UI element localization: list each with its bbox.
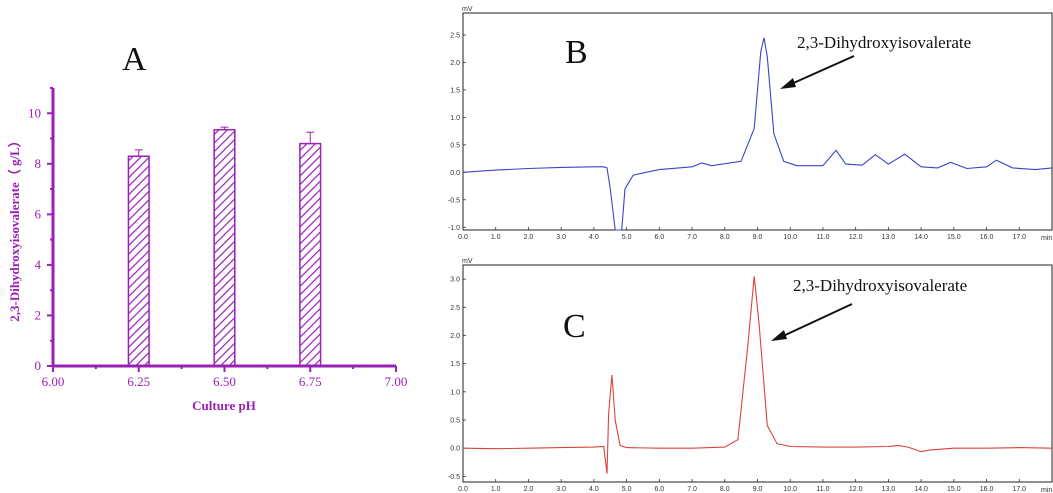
- panel-b: mV min -1.0 -0.5 0.0 0.5 1.0 1.5 2.0 2.5 0.0 1.0…: [448, 6, 1053, 242]
- y-tick-label: 1.0: [450, 115, 460, 122]
- a-x-tick-label: 7.00: [385, 374, 408, 389]
- x-tick-label: 9.0: [753, 486, 763, 493]
- x-tick-label: 15.0: [947, 234, 961, 241]
- a-y-tick-label: 8: [35, 156, 42, 171]
- y-tick-label: 1.0: [450, 389, 460, 396]
- y-tick-label: 2.5: [450, 305, 460, 312]
- y-tick-label: 0.5: [450, 142, 460, 149]
- x-tick-label: 7.0: [687, 234, 697, 241]
- y-tick-label: 3.0: [450, 277, 460, 284]
- x-tick-label: 8.0: [720, 486, 730, 493]
- y-tick-label: 0.0: [450, 170, 460, 177]
- x-tick-label: 11.0: [816, 486, 829, 493]
- x-tick-label: 9.0: [753, 234, 763, 241]
- x-tick-label: 13.0: [882, 234, 896, 241]
- y-tick-label: 1.5: [450, 361, 460, 368]
- a-y-tick-label: 0: [35, 358, 42, 373]
- x-tick-label: 2.0: [524, 486, 534, 493]
- panel-a-x-axis-title: Culture pH: [192, 398, 256, 413]
- x-tick-label: 6.0: [654, 234, 664, 241]
- a-y-tick-label: 10: [28, 105, 41, 120]
- panel-c-label: C: [563, 308, 586, 345]
- bar-ph-6.50: [213, 128, 236, 367]
- panel-b-trace: [462, 37, 1053, 231]
- panel-c-x-ticks: 0.0 1.0 2.0 3.0 4.0 5.0 6.0 7.0 8.0 9.0 10.0 11.0 12…: [458, 479, 1026, 493]
- y-tick-label: 1.5: [450, 87, 460, 94]
- panel-a: A 0 2 4 6 8 10 6.00 6.25 6.50 6.75 7.00 Culture p…: [7, 41, 407, 413]
- panel-a-y-axis-title: 2,3-Dihydroxyisovalerate（ g/L）: [7, 134, 22, 322]
- x-tick-label: 8.0: [720, 234, 730, 241]
- panel-a-y-ticks: 0 2 4 6 8 10: [28, 87, 53, 373]
- a-x-tick-label: 6.50: [213, 374, 236, 389]
- x-tick-label: 16.0: [980, 486, 994, 493]
- x-tick-label: 16.0: [980, 234, 994, 241]
- panel-c-y-unit: mV: [462, 258, 473, 265]
- x-tick-label: 7.0: [687, 486, 697, 493]
- y-tick-label: 0.5: [450, 418, 460, 425]
- x-tick-label: 4.0: [589, 486, 599, 493]
- x-tick-label: 0.0: [458, 234, 468, 241]
- y-tick-label: 0.0: [450, 446, 460, 453]
- bar-ph-6.75: [299, 142, 322, 367]
- a-y-tick-label: 6: [35, 206, 42, 221]
- a-x-tick-label: 6.75: [299, 374, 322, 389]
- x-tick-label: 13.0: [882, 486, 896, 493]
- panel-c-frame: [462, 264, 1053, 483]
- y-tick-label: -1.0: [448, 225, 460, 232]
- panel-a-x-ticks: 6.00 6.25 6.50 6.75 7.00: [42, 366, 408, 389]
- a-x-tick-label: 6.00: [42, 374, 65, 389]
- panel-b-label: B: [565, 34, 588, 71]
- x-tick-label: 14.0: [914, 486, 928, 493]
- y-tick-label: 2.0: [450, 333, 460, 340]
- panel-b-x-ticks: 0.0 1.0 2.0 3.0 4.0 5.0 6.0 7.0 8.0 9.0 10.0 11.0 12…: [458, 227, 1026, 241]
- x-tick-label: 5.0: [622, 486, 632, 493]
- x-tick-label: 0.0: [458, 486, 468, 493]
- panel-b-arrow: [780, 55, 855, 89]
- y-tick-label: 2.0: [450, 60, 460, 67]
- panel-b-x-unit: min: [1041, 235, 1052, 242]
- panel-c-x-unit: min: [1041, 487, 1052, 493]
- x-tick-label: 3.0: [556, 486, 566, 493]
- panel-c-annotation: 2,3-Dihydroxyisovalerate: [793, 276, 967, 295]
- x-tick-label: 17.0: [1012, 486, 1026, 493]
- x-tick-label: 12.0: [849, 234, 863, 241]
- x-tick-label: 2.0: [524, 234, 534, 241]
- x-tick-label: 5.0: [622, 234, 632, 241]
- x-tick-label: 12.0: [849, 486, 863, 493]
- y-tick-label: -0.5: [448, 197, 460, 204]
- x-tick-label: 3.0: [556, 234, 566, 241]
- x-tick-label: 4.0: [589, 234, 599, 241]
- x-tick-label: 1.0: [491, 234, 501, 241]
- bar-ph-6.25: [127, 155, 150, 367]
- a-y-tick-label: 4: [35, 257, 42, 272]
- x-tick-label: 14.0: [914, 234, 928, 241]
- panel-c-arrow: [771, 303, 853, 341]
- panel-a-error-bars: [134, 126, 315, 157]
- panel-c: mV min -0.5 0.0 0.5 1.0 1.5 2.0 2.5 3.0 0.0 1.0 2…: [448, 258, 1053, 493]
- panel-b-annotation: 2,3-Dihydroxyisovalerate: [797, 33, 971, 52]
- a-y-tick-label: 2: [35, 307, 42, 322]
- x-tick-label: 6.0: [654, 486, 664, 493]
- x-tick-label: 15.0: [947, 486, 961, 493]
- panel-a-label: A: [122, 41, 147, 78]
- panel-b-y-unit: mV: [462, 6, 473, 13]
- panel-b-y-ticks: -1.0 -0.5 0.0 0.5 1.0 1.5 2.0 2.5: [448, 32, 466, 232]
- x-tick-label: 1.0: [491, 486, 501, 493]
- x-tick-label: 11.0: [816, 234, 829, 241]
- a-x-tick-label: 6.25: [127, 374, 150, 389]
- panel-c-trace: [462, 276, 1053, 474]
- panel-a-bars: [127, 128, 322, 367]
- y-tick-label: -0.5: [448, 474, 460, 481]
- x-tick-label: 10.0: [783, 486, 797, 493]
- x-tick-label: 10.0: [783, 234, 797, 241]
- y-tick-label: 2.5: [450, 32, 460, 39]
- x-tick-label: 17.0: [1012, 234, 1026, 241]
